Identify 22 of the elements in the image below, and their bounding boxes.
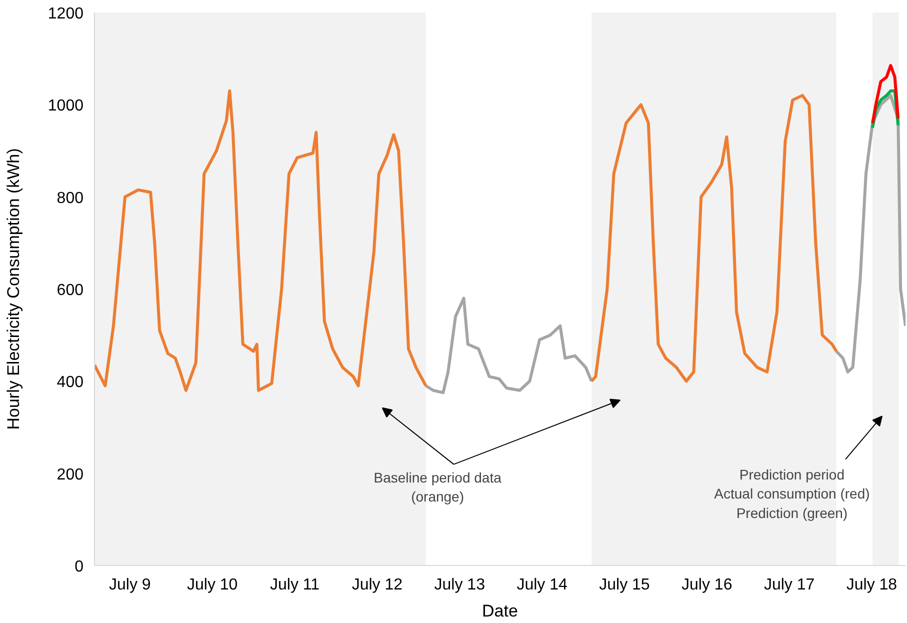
x-tick-label: July 12 — [352, 576, 403, 594]
y-tick-label: 400 — [56, 374, 84, 392]
y-tick-label: 200 — [56, 466, 84, 484]
annotation: Baseline period data (orange) — [374, 470, 502, 505]
x-tick-label: July 16 — [682, 576, 732, 594]
x-tick-label: July 14 — [516, 576, 568, 594]
y-axis-title: Hourly Electricity Consumption (kWh) — [4, 148, 23, 430]
x-tick-label: July 10 — [187, 576, 238, 594]
y-tick-label: 800 — [56, 190, 84, 207]
y-tick-label: 1200 — [48, 6, 84, 22]
annotation: Prediction period Actual consumption (red) Prediction (green) — [714, 466, 870, 521]
x-tick-label: July 15 — [599, 576, 650, 594]
x-axis-title: Date — [482, 602, 518, 620]
x-tick-label: July 9 — [109, 576, 151, 594]
x-tick-label: July 18 — [846, 576, 898, 594]
x-tick-label: July 17 — [764, 576, 815, 594]
line-series — [871, 64, 900, 125]
y-tick-label: 0 — [74, 558, 84, 576]
y-tick-label: 600 — [56, 282, 84, 299]
y-tick-label: 1000 — [48, 98, 84, 115]
x-tick-label: July 13 — [434, 576, 486, 594]
x-tick-label: July 11 — [270, 576, 320, 594]
